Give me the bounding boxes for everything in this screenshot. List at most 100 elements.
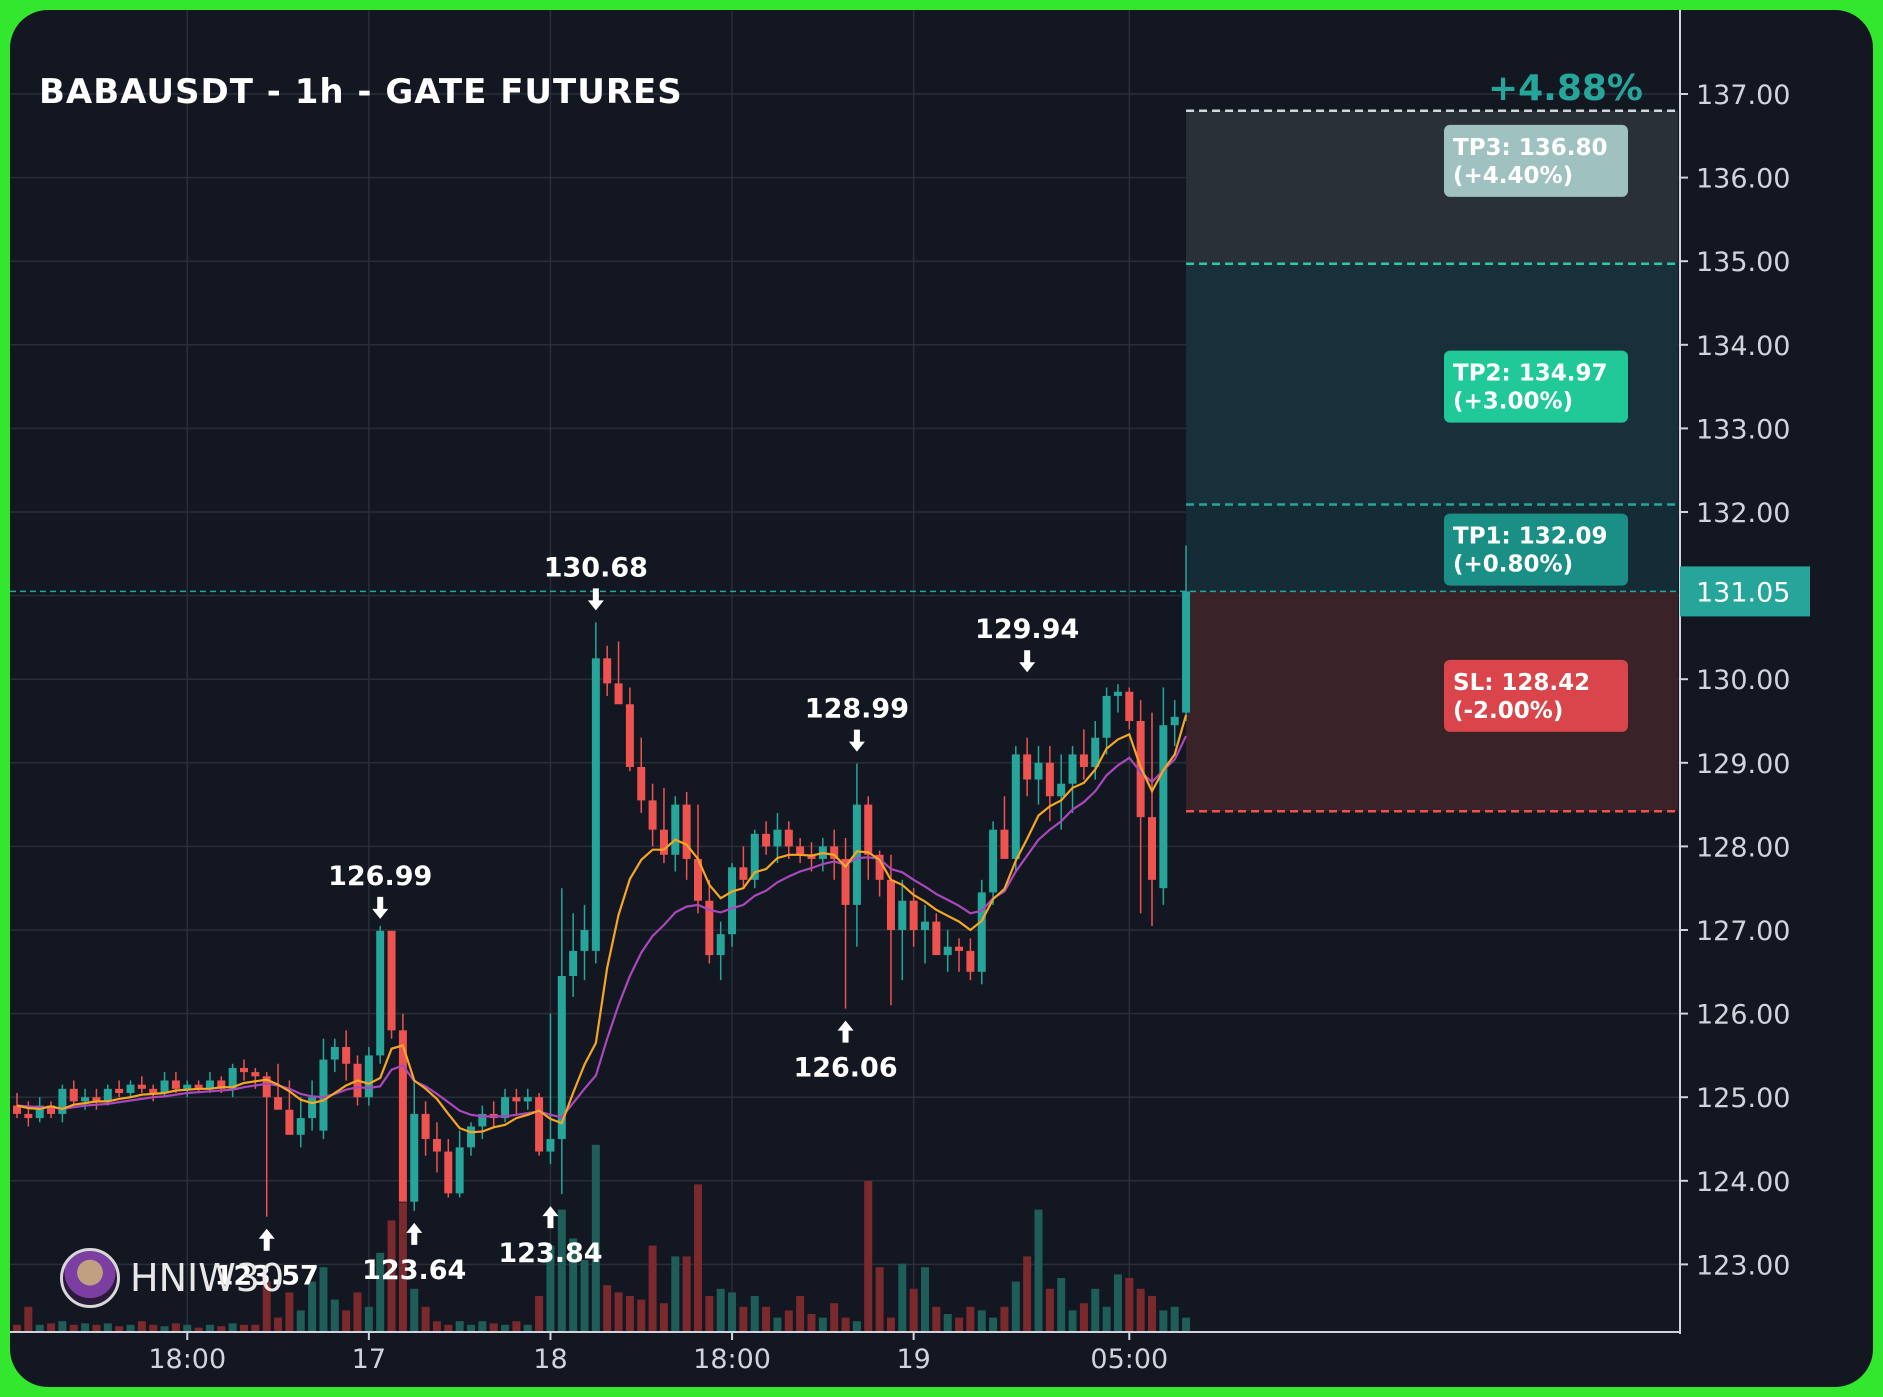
volume-bar	[864, 1180, 873, 1332]
pivot-low-label: 123.57	[215, 1261, 319, 1292]
candle-body	[921, 921, 929, 930]
volume-bar	[603, 1285, 612, 1332]
candle-body	[467, 1126, 475, 1148]
volume-bar	[319, 1267, 328, 1332]
candle-body	[410, 1113, 419, 1202]
candle-body	[852, 804, 861, 905]
volume-bar	[205, 1324, 214, 1332]
y-tick-label: 129.00	[1696, 749, 1790, 780]
y-tick-label: 135.00	[1696, 247, 1790, 278]
y-tick-label: 134.00	[1696, 331, 1790, 362]
candle-body	[512, 1097, 521, 1102]
candle-body	[1011, 754, 1020, 859]
tp3-badge	[1444, 124, 1628, 197]
volume-bar	[841, 1317, 850, 1332]
x-tick-label: 18:00	[148, 1344, 226, 1375]
volume-bar	[784, 1310, 793, 1332]
chart-frame: 123.57 126.99 123.64 123.84 130.68 126.06 128.…	[10, 10, 1873, 1387]
candle-body	[909, 900, 918, 930]
volume-bar	[251, 1324, 260, 1332]
volume-bar	[1091, 1288, 1100, 1332]
candle-body	[1170, 716, 1179, 726]
volume-bar	[671, 1256, 680, 1332]
candle-body	[183, 1084, 192, 1089]
candle-body	[1034, 762, 1043, 780]
candle-body	[694, 858, 702, 901]
candle-body	[750, 833, 759, 880]
volume-bar	[1113, 1274, 1122, 1332]
volume-bar	[376, 1252, 385, 1332]
volume-bar	[92, 1324, 101, 1332]
candle-body	[546, 1139, 555, 1152]
candle-body	[1091, 737, 1100, 767]
candle-body	[841, 858, 850, 905]
candle-body	[115, 1088, 124, 1094]
pivot-arrow-down-icon	[848, 729, 865, 752]
pivot-high-label: 128.99	[805, 694, 909, 725]
sl-label: SL: 128.42	[1453, 670, 1590, 696]
volume-bar	[217, 1326, 226, 1332]
candle-body	[762, 833, 771, 847]
volume-bar	[569, 1238, 578, 1332]
candle-body	[455, 1147, 464, 1194]
y-tick-label: 124.00	[1696, 1167, 1790, 1198]
chart-title: BABAUSDT - 1h - GATE FUTURES	[39, 72, 683, 112]
volume-bar	[308, 1281, 317, 1332]
pivot-arrow-down-icon	[587, 588, 604, 611]
volume-bar	[614, 1292, 623, 1332]
volume-bar	[353, 1292, 362, 1332]
volume-bar	[47, 1323, 56, 1332]
x-tick-label: 18:00	[693, 1344, 771, 1375]
candle-body	[126, 1084, 135, 1094]
volume-bar	[591, 1144, 600, 1332]
volume-bar	[81, 1323, 90, 1332]
candle-body	[47, 1105, 56, 1114]
volume-bar	[682, 1256, 691, 1332]
candle-body	[160, 1080, 169, 1094]
candle-body	[319, 1059, 328, 1131]
tp2-label: TP2: 134.97	[1453, 361, 1608, 387]
volume-bar	[1182, 1317, 1191, 1332]
candle-body	[523, 1097, 532, 1102]
candle-body	[205, 1080, 214, 1089]
watermark-text: HNIW30	[130, 1256, 285, 1300]
candle-body	[387, 930, 396, 1031]
volume-bar	[807, 1314, 816, 1332]
candle-body	[977, 892, 986, 972]
candle-body	[137, 1084, 146, 1089]
candle-body	[342, 1047, 351, 1064]
candle-body	[580, 930, 589, 951]
pivot-low-label: 123.64	[362, 1255, 466, 1286]
volume-bar	[115, 1326, 124, 1332]
candle-body	[58, 1088, 67, 1114]
candle-body	[830, 846, 839, 859]
candle-body	[557, 975, 566, 1139]
volume-bar	[523, 1324, 532, 1332]
volume-bar	[977, 1310, 986, 1332]
volume-bar	[1011, 1281, 1020, 1332]
candle-body	[432, 1139, 441, 1152]
volume-bar	[183, 1324, 192, 1332]
price-chart[interactable]: 123.57 126.99 123.64 123.84 130.68 126.06 128.…	[10, 10, 1873, 1387]
volume-bar	[1034, 1209, 1043, 1332]
volume-bar	[137, 1321, 146, 1332]
candle-body	[478, 1113, 487, 1127]
candle-body	[682, 804, 691, 859]
volume-bar	[387, 1220, 396, 1332]
candle-body	[376, 930, 385, 1056]
volume-bar	[421, 1306, 430, 1332]
candle-body	[591, 658, 600, 951]
y-tick-label: 137.00	[1696, 80, 1790, 111]
candle-body	[308, 1097, 317, 1119]
volume-bar	[1102, 1306, 1111, 1332]
candle-body	[875, 854, 884, 880]
candle-body	[149, 1088, 158, 1094]
candle-body	[932, 921, 941, 956]
volume-bar	[478, 1321, 487, 1332]
x-tick-label: 05:00	[1090, 1344, 1168, 1375]
candle-body	[24, 1113, 33, 1119]
y-tick-label: 123.00	[1696, 1250, 1790, 1281]
candle-body	[807, 854, 816, 859]
pivot-arrow-up-icon	[258, 1228, 275, 1251]
candle-body	[228, 1067, 237, 1089]
